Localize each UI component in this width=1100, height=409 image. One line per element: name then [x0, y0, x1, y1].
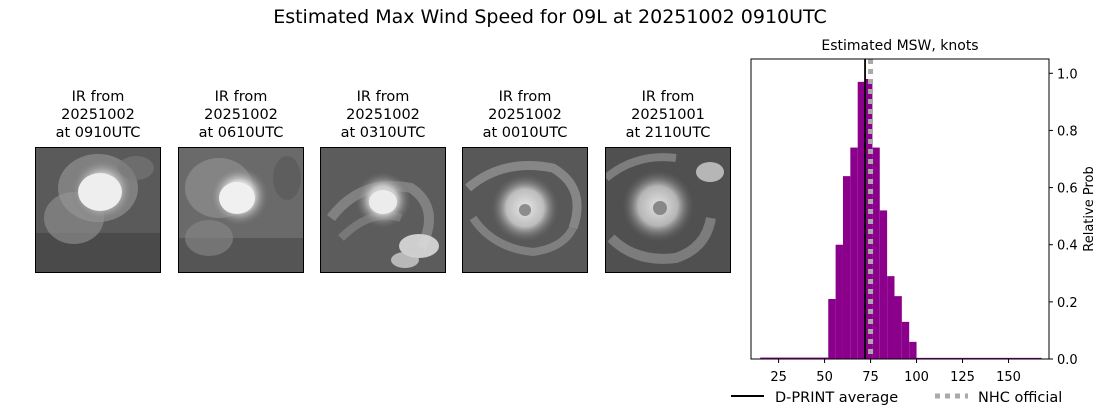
ir-caption-4: IR from 20251002 at 0010UTC: [462, 88, 588, 144]
x-tick-label: 125: [950, 370, 975, 385]
x-tick-label: 100: [904, 370, 929, 385]
ir-caption-line: IR from: [71, 89, 125, 105]
x-tick-label: 50: [816, 370, 833, 385]
x-tick-label: 25: [770, 370, 787, 385]
y-tick-label: 0.2: [1057, 296, 1078, 311]
histogram-bar: [842, 176, 851, 359]
ir-satellite-image: [462, 147, 588, 273]
ir-panel-3: IR from 20251002 at 0310UTC: [320, 88, 446, 273]
ir-caption-date: 20251002: [346, 107, 420, 123]
ir-caption-1: IR from 20251002 at 0910UTC: [35, 88, 161, 144]
ir-caption-date: 20251002: [61, 107, 135, 123]
x-tick-label: 150: [996, 370, 1021, 385]
x-tick-label: 75: [862, 370, 879, 385]
histogram-bar: [916, 357, 1042, 359]
legend-label-dprint: D-PRINT average: [775, 390, 898, 406]
ir-panel-2: IR from 20251002 at 0610UTC: [178, 88, 304, 273]
ir-satellite-image: [605, 147, 731, 273]
ir-panel-1: IR from 20251002 at 0910UTC: [35, 88, 161, 273]
ir-panel-5: IR from 20251001 at 2110UTC: [605, 88, 731, 273]
histogram-bar: [850, 147, 858, 359]
ir-caption-date: 20251002: [204, 107, 278, 123]
ir-caption-date: 20251002: [488, 107, 562, 123]
histogram-bar: [887, 276, 895, 359]
histogram-bar: [857, 81, 866, 359]
ir-caption-date: 20251001: [631, 107, 705, 123]
ir-caption-line: IR from: [498, 89, 552, 105]
histogram-bar: [835, 244, 843, 359]
ir-satellite-image: [320, 147, 446, 273]
ir-satellite-image: [35, 147, 161, 273]
ir-caption-time: at 0010UTC: [482, 125, 568, 141]
ir-caption-3: IR from 20251002 at 0310UTC: [320, 88, 446, 144]
histogram-bar: [894, 296, 902, 359]
histogram-bar: [909, 341, 917, 359]
ir-caption-time: at 2110UTC: [625, 125, 711, 141]
ir-caption-line: IR from: [641, 89, 695, 105]
ir-panel-4: IR from 20251002 at 0010UTC: [462, 88, 588, 273]
histogram-bar: [879, 210, 888, 359]
ir-satellite-image: [178, 147, 304, 273]
y-tick-label: 0.6: [1057, 182, 1078, 197]
legend-label-nhc: NHC official: [978, 390, 1062, 406]
histogram-bar: [760, 357, 829, 359]
main-title: Estimated Max Wind Speed for 09L at 2025…: [273, 6, 827, 28]
y-tick-label: 0.8: [1057, 124, 1078, 139]
y-tick-label: 0.0: [1057, 353, 1078, 368]
ir-caption-5: IR from 20251001 at 2110UTC: [605, 88, 731, 144]
plot-frame: [750, 58, 1050, 360]
histogram-bar: [872, 147, 880, 359]
ir-caption-time: at 0910UTC: [55, 125, 141, 141]
histogram-bar: [901, 321, 910, 359]
ir-caption-time: at 0310UTC: [340, 125, 426, 141]
y-tick-label: 0.4: [1057, 239, 1078, 254]
ir-caption-2: IR from 20251002 at 0610UTC: [178, 88, 304, 144]
legend: D-PRINT average NHC official: [731, 390, 1062, 406]
y-tick-label: 1.0: [1057, 67, 1078, 82]
chart-title: Estimated MSW, knots: [821, 38, 978, 54]
histogram-bar: [828, 299, 836, 359]
y-axis-label: Relative Prob: [1082, 166, 1097, 251]
ir-caption-line: IR from: [356, 89, 410, 105]
ir-caption-line: IR from: [214, 89, 268, 105]
ir-caption-time: at 0610UTC: [198, 125, 284, 141]
